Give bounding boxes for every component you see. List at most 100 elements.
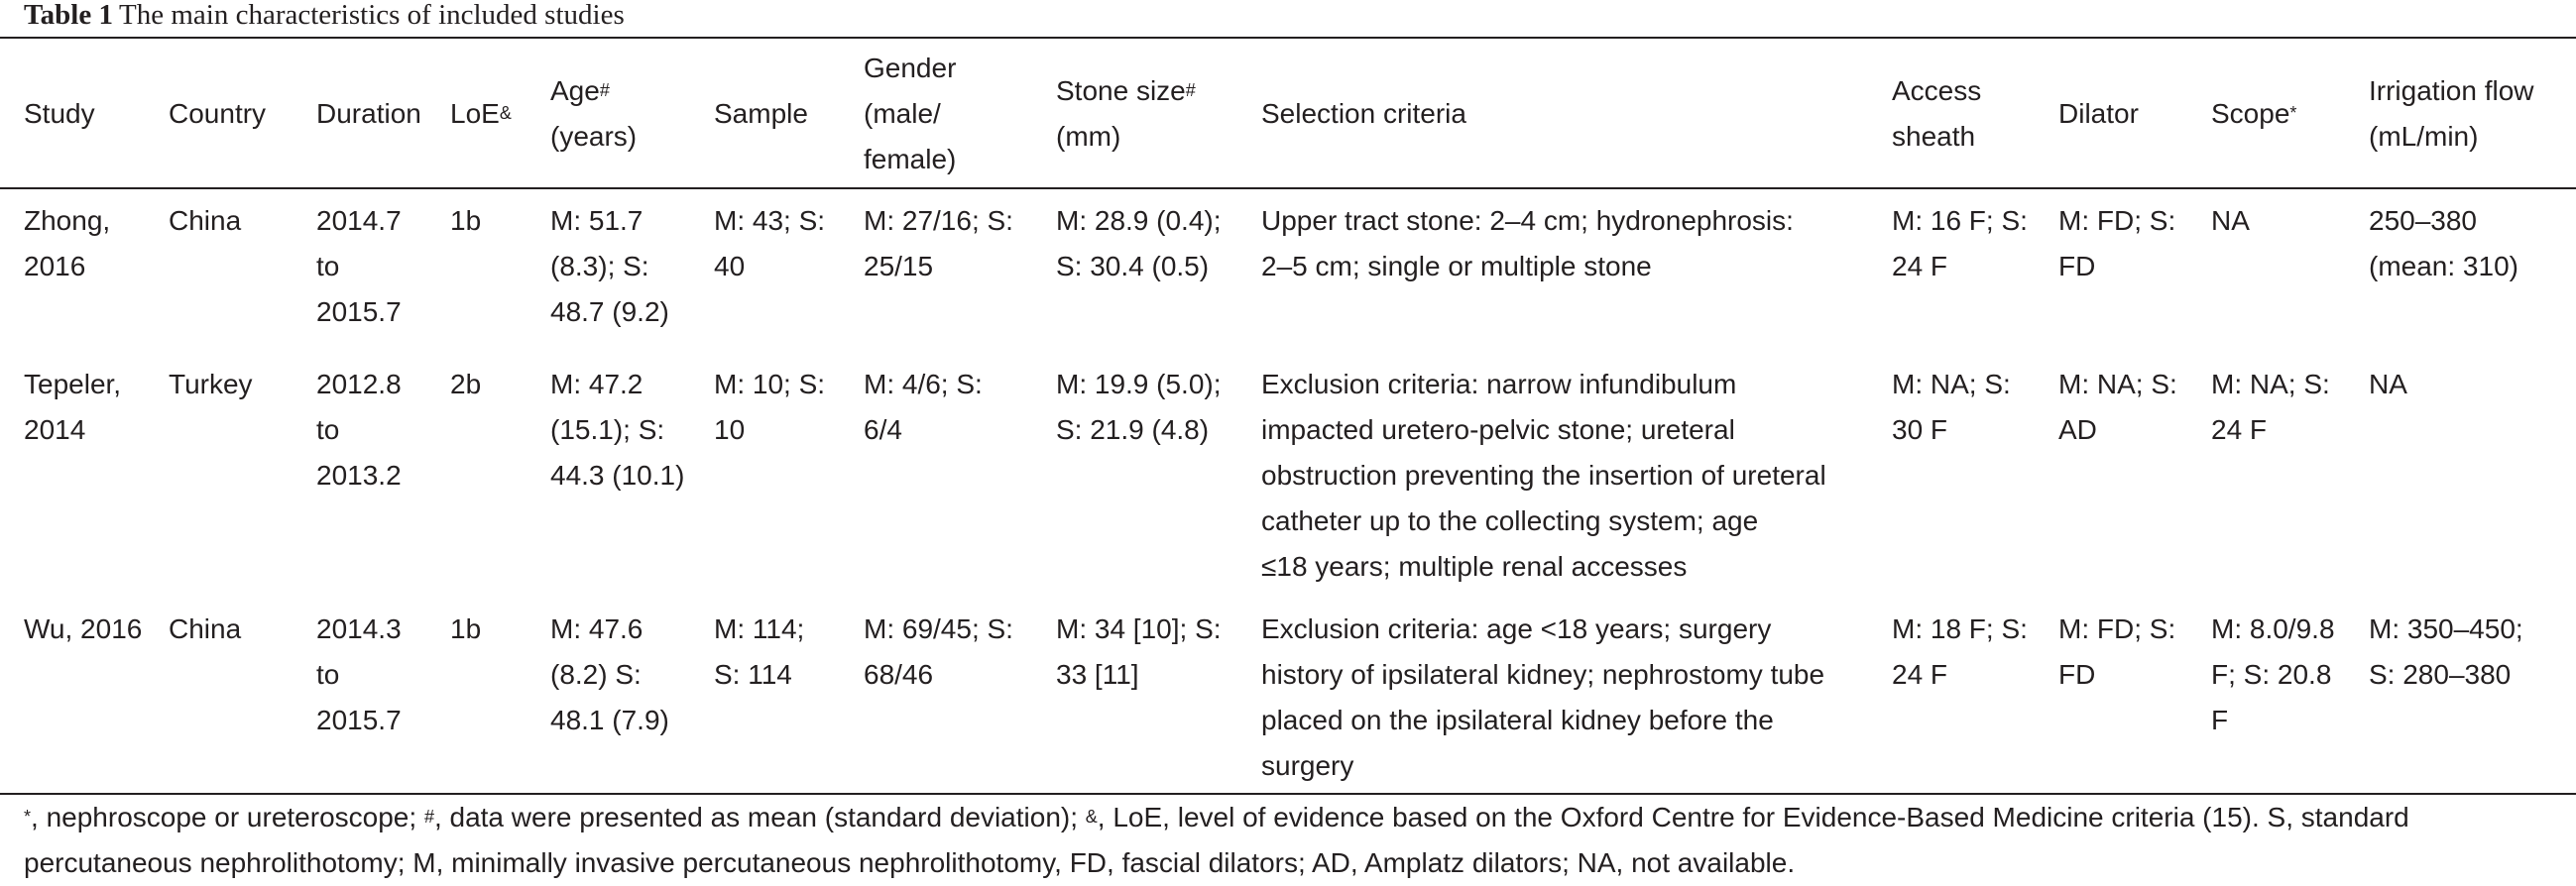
header-age-marker: # [599,80,610,100]
row-3-country: China [169,607,241,652]
row-2-loe: 2b [450,362,481,407]
row-1-duration-text: 2015.7 [316,296,402,327]
header-irrigation-flow-line: (mL/min) [2369,114,2534,160]
footnote-text-3: , LoE, level of evidence based on the Ox… [24,802,2409,878]
footnote-text-2: , data were presented as mean (standard … [433,802,1086,832]
row-3-dilator-text: FD [2058,659,2096,690]
row-1-selection-criteria-text: Upper tract stone: 2–4 cm; hydronephrosi… [1261,205,1794,236]
row-2-loe-line: 2b [450,362,481,407]
row-3-gender: M: 69/45; S: 68/46 [864,607,1013,698]
row-2-scope: M: NA; S: 24 F [2211,362,2330,453]
row-2-stone-size-text: M: 19.9 (5.0); [1056,369,1222,399]
row-1-selection-criteria-line: 2–5 cm; single or multiple stone [1261,244,1794,289]
header-access-sheath-line: Access [1892,68,1981,114]
row-3-irrigation-flow-line: S: 280–380 [2369,652,2523,698]
row-2-access-sheath-text: 30 F [1892,414,1948,445]
row-3-gender-line: 68/46 [864,652,1013,698]
row-1-loe-text: 1b [450,205,482,236]
row-3-irrigation-flow-text: S: 280–380 [2369,659,2512,690]
row-2-dilator-text: AD [2058,414,2097,445]
row-2-dilator-line: AD [2058,407,2177,453]
row-3-scope-text: M: 8.0/9.8 [2211,613,2335,644]
row-1-sample-line: 40 [714,244,825,289]
row-3-age-line: 48.1 (7.9) [550,698,669,743]
header-age: Age# (years) [550,68,637,160]
row-2-selection-criteria-line: obstruction preventing the insertion of … [1261,453,1826,498]
row-3-selection-criteria-text: Exclusion criteria: age <18 years; surge… [1261,613,1772,644]
row-2-age-line: 44.3 (10.1) [550,453,684,498]
table-top-rule [0,37,2576,39]
row-2-age-text: M: 47.2 [550,369,644,399]
row-2-duration: 2012.8 to 2013.2 [316,362,402,498]
row-2-irrigation-flow-line: NA [2369,362,2407,407]
row-3-dilator-text: M: FD; S: [2058,613,2176,644]
header-study-line: Study [24,91,95,137]
row-3-access-sheath-text: M: 18 F; S: [1892,613,2028,644]
row-1-stone-size-text: S: 30.4 (0.5) [1056,251,1210,281]
header-access-sheath-text: Access [1892,75,1982,106]
row-1-sample-text: 40 [714,251,746,281]
row-1-selection-criteria-text: 2–5 cm; single or multiple stone [1261,251,1652,281]
row-3-duration-line: 2014.3 [316,607,402,652]
table-header-rule [0,187,2576,189]
header-country: Country [169,91,266,137]
row-3-stone-size-text: M: 34 [10]; S: [1056,613,1222,644]
row-3-scope-line: F [2211,698,2335,743]
row-1-gender-line: 25/15 [864,244,1013,289]
row-3-age-text: 48.1 (7.9) [550,705,669,735]
header-access-sheath-text: sheath [1892,121,1976,152]
row-1-scope-text: NA [2211,205,2250,236]
row-3-study-line: Wu, 2016 [24,607,142,652]
row-1-irrigation-flow-text: 250–380 [2369,205,2478,236]
row-1-country-line: China [169,198,241,244]
row-2-duration-line: to [316,407,402,453]
row-3-irrigation-flow: M: 350–450; S: 280–380 [2369,607,2523,698]
row-3-selection-criteria-text: surgery [1261,750,1354,781]
row-1-country-text: China [169,205,242,236]
row-3-age-line: (8.2) S: [550,652,669,698]
row-2-study-line: Tepeler, [24,362,121,407]
row-1-study: Zhong, 2016 [24,198,110,289]
header-country-line: Country [169,91,266,137]
row-2-age-line: (15.1); S: [550,407,684,453]
row-1-study-text: 2016 [24,251,86,281]
row-3-access-sheath-line: M: 18 F; S: [1892,607,2028,652]
row-2-study-text: Tepeler, [24,369,122,399]
row-3-duration-text: 2015.7 [316,705,402,735]
row-1-gender-text: 25/15 [864,251,934,281]
row-2-country-line: Turkey [169,362,253,407]
header-sample: Sample [714,91,808,137]
header-stone-size-line: Stone size# [1056,68,1196,114]
row-2-duration-text: 2012.8 [316,369,402,399]
row-3-duration-text: to [316,659,340,690]
header-access-sheath: Access sheath [1892,68,1981,160]
table-caption: Table 1 The main characteristics of inclu… [24,0,625,30]
row-2-access-sheath-line: 30 F [1892,407,2011,453]
row-1-dilator: M: FD; S: FD [2058,198,2175,289]
row-1-sample: M: 43; S: 40 [714,198,825,289]
row-2-selection-criteria-text: Exclusion criteria: narrow infundibulum [1261,369,1737,399]
row-3-dilator: M: FD; S: FD [2058,607,2175,698]
row-2-scope-text: 24 F [2211,414,2268,445]
header-selection-criteria-line: Selection criteria [1261,91,1466,137]
row-1-dilator-line: M: FD; S: [2058,198,2175,244]
row-2-study-line: 2014 [24,407,121,453]
row-3-study-text: Wu, 2016 [24,613,143,644]
row-1-loe-line: 1b [450,198,481,244]
row-3-selection-criteria-text: placed on the ipsilateral kidney before … [1261,705,1774,735]
row-1-age: M: 51.7 (8.3); S: 48.7 (9.2) [550,198,669,335]
row-3-sample-text: M: 114; [714,613,805,644]
row-2-duration-text: 2013.2 [316,460,402,491]
header-age-text: (years) [550,121,638,152]
row-2-gender-text: M: 4/6; S: [864,369,983,399]
row-2-duration-line: 2013.2 [316,453,402,498]
row-1-duration-line: to [316,244,402,289]
row-2-stone-size-line: S: 21.9 (4.8) [1056,407,1222,453]
header-stone-size-text: Stone size [1056,75,1186,106]
row-2-study-text: 2014 [24,414,86,445]
row-1-age-line: (8.3); S: [550,244,669,289]
row-1-irrigation-flow: 250–380 (mean: 310) [2369,198,2518,289]
row-2-gender-line: M: 4/6; S: [864,362,983,407]
row-2-selection-criteria-line: Exclusion criteria: narrow infundibulum [1261,362,1826,407]
header-dilator: Dilator [2058,91,2139,137]
